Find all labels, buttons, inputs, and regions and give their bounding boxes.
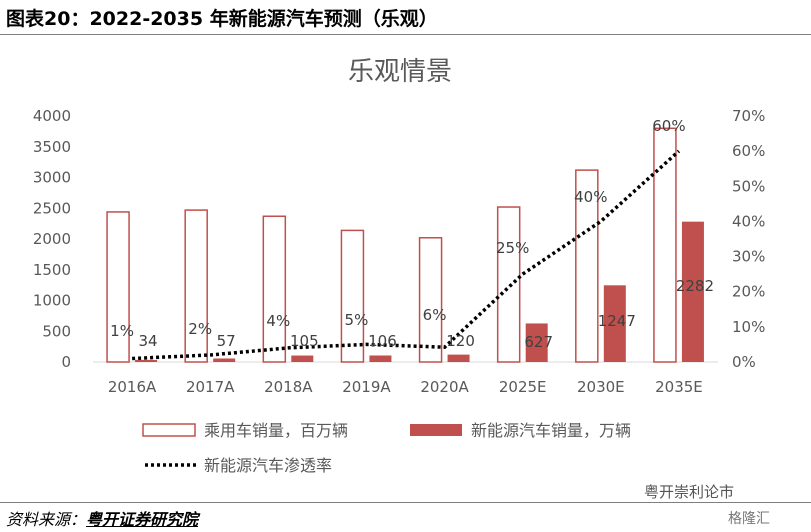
nev-sales-bar <box>603 285 626 362</box>
nev-sales-bar <box>135 359 158 362</box>
x-axis: 2016A 2017A 2018A 2019A 2020A 2025E 2030E 2035E <box>93 361 718 396</box>
bottom-divider <box>0 502 811 503</box>
nev-sales-label: 627 <box>524 333 553 351</box>
nev-sales-bar <box>291 355 314 362</box>
y2-tick-label: 10% <box>732 318 765 336</box>
passenger-car-bar <box>184 209 208 363</box>
y-tick-label: 2000 <box>33 230 71 248</box>
y-axis-right: 0% 10% 20% 30% 40% 50% 60% 70% <box>732 107 765 371</box>
penetration-label: 60% <box>652 117 685 135</box>
nev-sales-label: 34 <box>139 332 158 350</box>
y-tick-label: 3500 <box>33 138 71 156</box>
y2-tick-label: 0% <box>732 353 756 371</box>
penetration-label: 2% <box>188 320 212 338</box>
y-tick-label: 3000 <box>33 169 71 187</box>
top-divider <box>0 34 811 35</box>
nev-sales-label: 57 <box>217 332 236 350</box>
y-tick-label: 1000 <box>33 292 71 310</box>
x-tick-label: 2035E <box>655 378 703 396</box>
penetration-label: 25% <box>496 239 529 257</box>
y-tick-label: 2500 <box>33 199 71 217</box>
y2-tick-label: 50% <box>732 177 765 195</box>
x-tick-label: 2030E <box>577 378 625 396</box>
legend-label-nev: 新能源汽车销量，万辆 <box>471 421 631 440</box>
penetration-line <box>132 149 681 361</box>
source-org: 粤开证券研究院 <box>86 510 199 529</box>
passenger-car-bar <box>575 169 599 363</box>
nev-sales-bar <box>681 221 704 362</box>
nev-sales-bar <box>525 323 548 362</box>
nev-sales-bar <box>447 354 470 362</box>
y-axis-left: 0 500 1000 1500 2000 2500 3000 3500 4000 <box>33 107 71 371</box>
nev-sales-label: 105 <box>290 332 319 350</box>
passenger-car-bar <box>340 229 365 363</box>
passenger-car-bar <box>418 237 443 363</box>
penetration-line-path <box>132 149 681 361</box>
y-tick-label: 1500 <box>33 261 71 279</box>
nev-sales-label: 120 <box>446 332 475 350</box>
watermark-sub: 格隆汇 <box>728 511 770 527</box>
legend-label-passenger: 乘用车销量，百万辆 <box>204 421 348 440</box>
penetration-label: 4% <box>266 312 290 330</box>
legend-swatch-nev <box>410 424 462 436</box>
legend-swatch-passenger <box>142 423 196 437</box>
passenger-car-bar <box>262 215 287 363</box>
y-tick-label: 4000 <box>33 107 71 125</box>
x-tick-label: 2016A <box>108 378 157 396</box>
nev-sales-label: 106 <box>368 332 397 350</box>
x-tick-label: 2020A <box>420 378 469 396</box>
chart-title: 乐观情景 <box>348 57 452 87</box>
watermark: 粤开崇利论市 <box>644 483 735 501</box>
passenger-car-bar <box>496 206 521 363</box>
x-tick-label: 2025E <box>499 378 547 396</box>
x-tick-label: 2019A <box>342 378 391 396</box>
penetration-label: 1% <box>110 322 134 340</box>
penetration-label: 5% <box>345 311 369 329</box>
legend-label-penetration: 新能源汽车渗透率 <box>204 456 332 475</box>
nev-sales-bars <box>135 221 704 362</box>
y2-tick-label: 20% <box>732 283 765 301</box>
passenger-car-bars <box>106 127 677 363</box>
y-tick-label: 500 <box>42 322 71 340</box>
penetration-label: 6% <box>423 306 447 324</box>
x-tick-label: 2018A <box>264 378 313 396</box>
y-tick-label: 0 <box>61 353 71 371</box>
x-tick-label: 2017A <box>186 378 235 396</box>
source-note: 资料来源：粤开证券研究院 <box>6 506 198 530</box>
nev-sales-bar <box>369 355 392 362</box>
source-label: 资料来源： <box>6 510 87 529</box>
penetration-label: 40% <box>574 188 607 206</box>
nev-sales-label: 1247 <box>598 312 636 330</box>
y2-tick-label: 40% <box>732 212 765 230</box>
y2-tick-label: 70% <box>732 107 765 125</box>
y2-tick-label: 60% <box>732 142 765 160</box>
passenger-car-bar <box>653 127 677 363</box>
passenger-car-bar <box>106 211 130 363</box>
y2-tick-label: 30% <box>732 248 765 266</box>
chart-svg: 乐观情景 0 500 1000 1500 2000 2500 3000 3500 4000 0%… <box>33 57 766 475</box>
nev-sales-label: 2282 <box>676 277 714 295</box>
figure-title: 图表20：2022-2035 年新能源汽车预测（乐观） <box>6 8 438 30</box>
data-labels: 34 57 105 106 120 627 1247 2282 1% 2% 4% 5% 6% 25% 40%… <box>110 117 714 351</box>
nev-sales-bar <box>213 358 236 362</box>
